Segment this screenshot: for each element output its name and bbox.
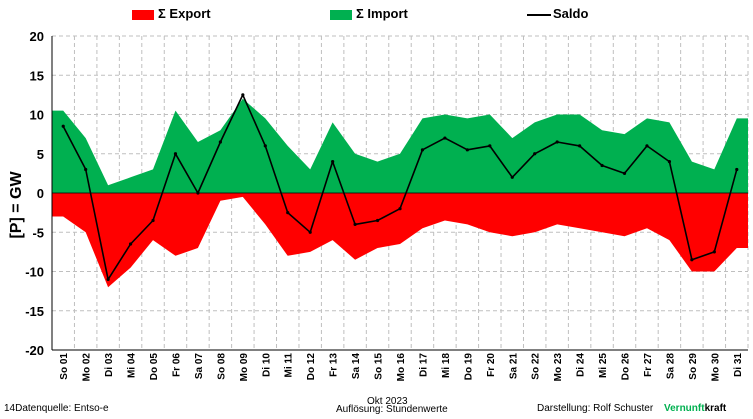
x-tick-label: Di 17 xyxy=(418,353,429,377)
saldo-point xyxy=(84,167,88,172)
x-tick-label: Do 19 xyxy=(463,353,474,381)
x-tick-label: Mi 25 xyxy=(598,353,609,378)
x-tick-label: So 29 xyxy=(688,353,699,380)
saldo-point xyxy=(645,144,649,148)
y-tick-label: 15 xyxy=(30,68,44,83)
saldo-point xyxy=(173,152,178,156)
x-tick-label: Mo 09 xyxy=(239,353,250,382)
x-tick-label: Di 10 xyxy=(261,353,272,377)
x-tick-label: Mo 16 xyxy=(396,353,407,382)
x-tick-label: Mi 11 xyxy=(284,353,295,378)
x-tick-label: Do 05 xyxy=(149,353,160,381)
legend-import-swatch xyxy=(330,9,352,20)
legend-export-swatch xyxy=(132,9,154,20)
x-tick-label: Mo 30 xyxy=(710,353,721,382)
x-tick-label: Fr 20 xyxy=(486,353,497,377)
data-lines xyxy=(61,93,739,281)
legend-saldo: Saldo xyxy=(527,6,588,21)
brand-black-part: kraft xyxy=(704,403,727,414)
y-tick-label: 0 xyxy=(37,186,44,201)
saldo-point xyxy=(106,277,110,281)
saldo-point xyxy=(128,242,133,246)
saldo-point xyxy=(375,218,380,223)
x-tick-label: Fr 06 xyxy=(171,353,182,377)
y-tick-label: -20 xyxy=(25,343,44,358)
saldo-point xyxy=(443,136,447,140)
saldo-point xyxy=(353,222,357,226)
saldo-point xyxy=(465,148,469,152)
axes xyxy=(51,36,748,351)
saldo-point xyxy=(667,160,672,164)
x-tick-label: So 01 xyxy=(59,353,70,380)
x-tick-label: Mi 04 xyxy=(127,353,138,378)
saldo-point xyxy=(308,230,312,234)
saldo-point xyxy=(420,148,425,152)
x-tick-label: Sa 28 xyxy=(665,353,676,380)
legend-saldo-label: Saldo xyxy=(553,6,589,21)
legend-export-label: Σ Export xyxy=(158,6,211,21)
x-tick-label: Di 24 xyxy=(576,353,587,377)
x-tick-label: Fr 13 xyxy=(329,353,340,377)
brand-green-part: Vernunft xyxy=(664,403,705,414)
x-tick-label: Sa 21 xyxy=(508,353,519,380)
saldo-point xyxy=(555,140,559,144)
brand-logo: Vernunftkraft xyxy=(664,403,726,414)
saldo-point xyxy=(241,93,245,97)
legend-import-label: Σ Import xyxy=(356,6,408,21)
x-axis-title: Okt 2023 xyxy=(367,396,408,407)
y-tick-labels: 20 15 10 5 0 -5 -10 -15 -20 xyxy=(25,29,44,358)
y-tick-label: 5 xyxy=(37,147,44,162)
x-tick-label: Do 12 xyxy=(306,353,317,381)
x-tick-label: So 08 xyxy=(216,353,227,380)
y-tick-label: -15 xyxy=(25,304,44,319)
y-tick-label: -10 xyxy=(25,265,44,280)
x-tick-label: Do 26 xyxy=(621,353,632,381)
data-areas xyxy=(52,98,748,288)
saldo-point xyxy=(263,144,267,148)
x-tick-label: Di 31 xyxy=(733,353,744,377)
legend-import: Σ Import xyxy=(330,6,408,21)
author-credit: Darstellung: Rolf Schuster xyxy=(537,403,654,414)
x-tick-label: Di 03 xyxy=(104,353,115,377)
data-source: 14Datenquelle: Entso-e xyxy=(4,403,109,414)
x-tick-label: Mi 18 xyxy=(441,353,452,378)
saldo-point xyxy=(622,171,627,175)
x-tick-label: Sa 07 xyxy=(194,353,205,380)
x-tick-label: So 15 xyxy=(374,353,385,380)
saldo-point xyxy=(331,160,335,164)
saldo-point xyxy=(488,144,492,148)
export-area xyxy=(52,193,748,288)
y-axis-label: [P] = GW xyxy=(2,150,32,260)
saldo-point xyxy=(151,218,155,223)
saldo-point xyxy=(578,144,582,148)
saldo-point xyxy=(286,211,290,215)
saldo-point xyxy=(218,140,222,144)
saldo-point xyxy=(712,250,716,254)
saldo-point xyxy=(600,163,604,168)
saldo-point xyxy=(735,167,739,172)
saldo-point xyxy=(533,152,537,156)
legend-saldo-line xyxy=(527,13,551,16)
x-tick-label: Sa 14 xyxy=(351,353,362,380)
import-area xyxy=(52,98,748,193)
y-tick-label: 20 xyxy=(30,29,44,44)
y-tick-label: -5 xyxy=(32,225,44,240)
x-tick-label: So 22 xyxy=(531,353,542,380)
resolution-note: Auflösung: Stundenwerte xyxy=(336,404,448,415)
saldo-point xyxy=(510,175,514,179)
saldo-point xyxy=(398,207,402,211)
y-tick-label: 10 xyxy=(30,108,44,123)
saldo-point xyxy=(61,124,65,128)
x-tick-label: Fr 27 xyxy=(643,353,654,377)
x-tick-label: Mo 02 xyxy=(82,353,93,382)
x-tick-labels: So 01 Mo 02 Di 03 Mi 04 Do 05 Fr 06 Sa 07 So 08… xyxy=(59,353,744,382)
legend-export: Σ Export xyxy=(132,6,211,21)
x-tick-label: Mo 23 xyxy=(553,353,564,382)
saldo-point xyxy=(690,258,694,262)
y-axis-label-text: [P] = GW xyxy=(8,171,25,239)
